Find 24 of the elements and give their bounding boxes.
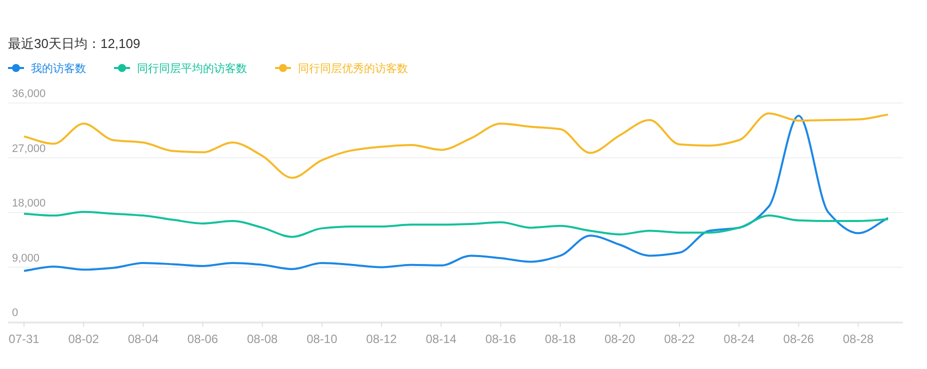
chart-title: 最近30天日均：12,109 [8,36,140,51]
legend-label: 同行同层优秀的访客数 [298,62,408,75]
y-tick-label: 0 [12,307,18,319]
y-tick-label: 27,000 [12,142,46,155]
x-tick-label: 08-12 [366,332,398,346]
x-tick-label: 08-10 [306,332,338,346]
x-tick-label: 08-08 [246,332,278,346]
x-tick-label: 08-22 [664,332,696,346]
x-tick-label: 08-16 [485,332,516,346]
y-tick-label: 18,000 [12,198,46,210]
x-tick-label: 08-28 [842,332,874,346]
x-tick-label: 08-24 [724,332,755,346]
x-tick-label: 08-04 [128,332,159,346]
x-tick-label: 08-26 [783,332,814,346]
legend-label: 我的访客数 [31,62,86,75]
y-tick-label: 36,000 [12,88,46,100]
x-tick-label: 08-20 [604,332,636,346]
legend-label: 同行同层平均的访客数 [137,62,247,75]
x-tick-label: 08-14 [426,332,457,346]
x-tick-label: 08-06 [187,332,218,346]
x-tick-label: 08-18 [544,332,576,346]
x-tick-label: 07-31 [8,332,40,346]
x-tick-label: 08-02 [68,332,100,346]
y-tick-label: 9,000 [12,252,40,264]
